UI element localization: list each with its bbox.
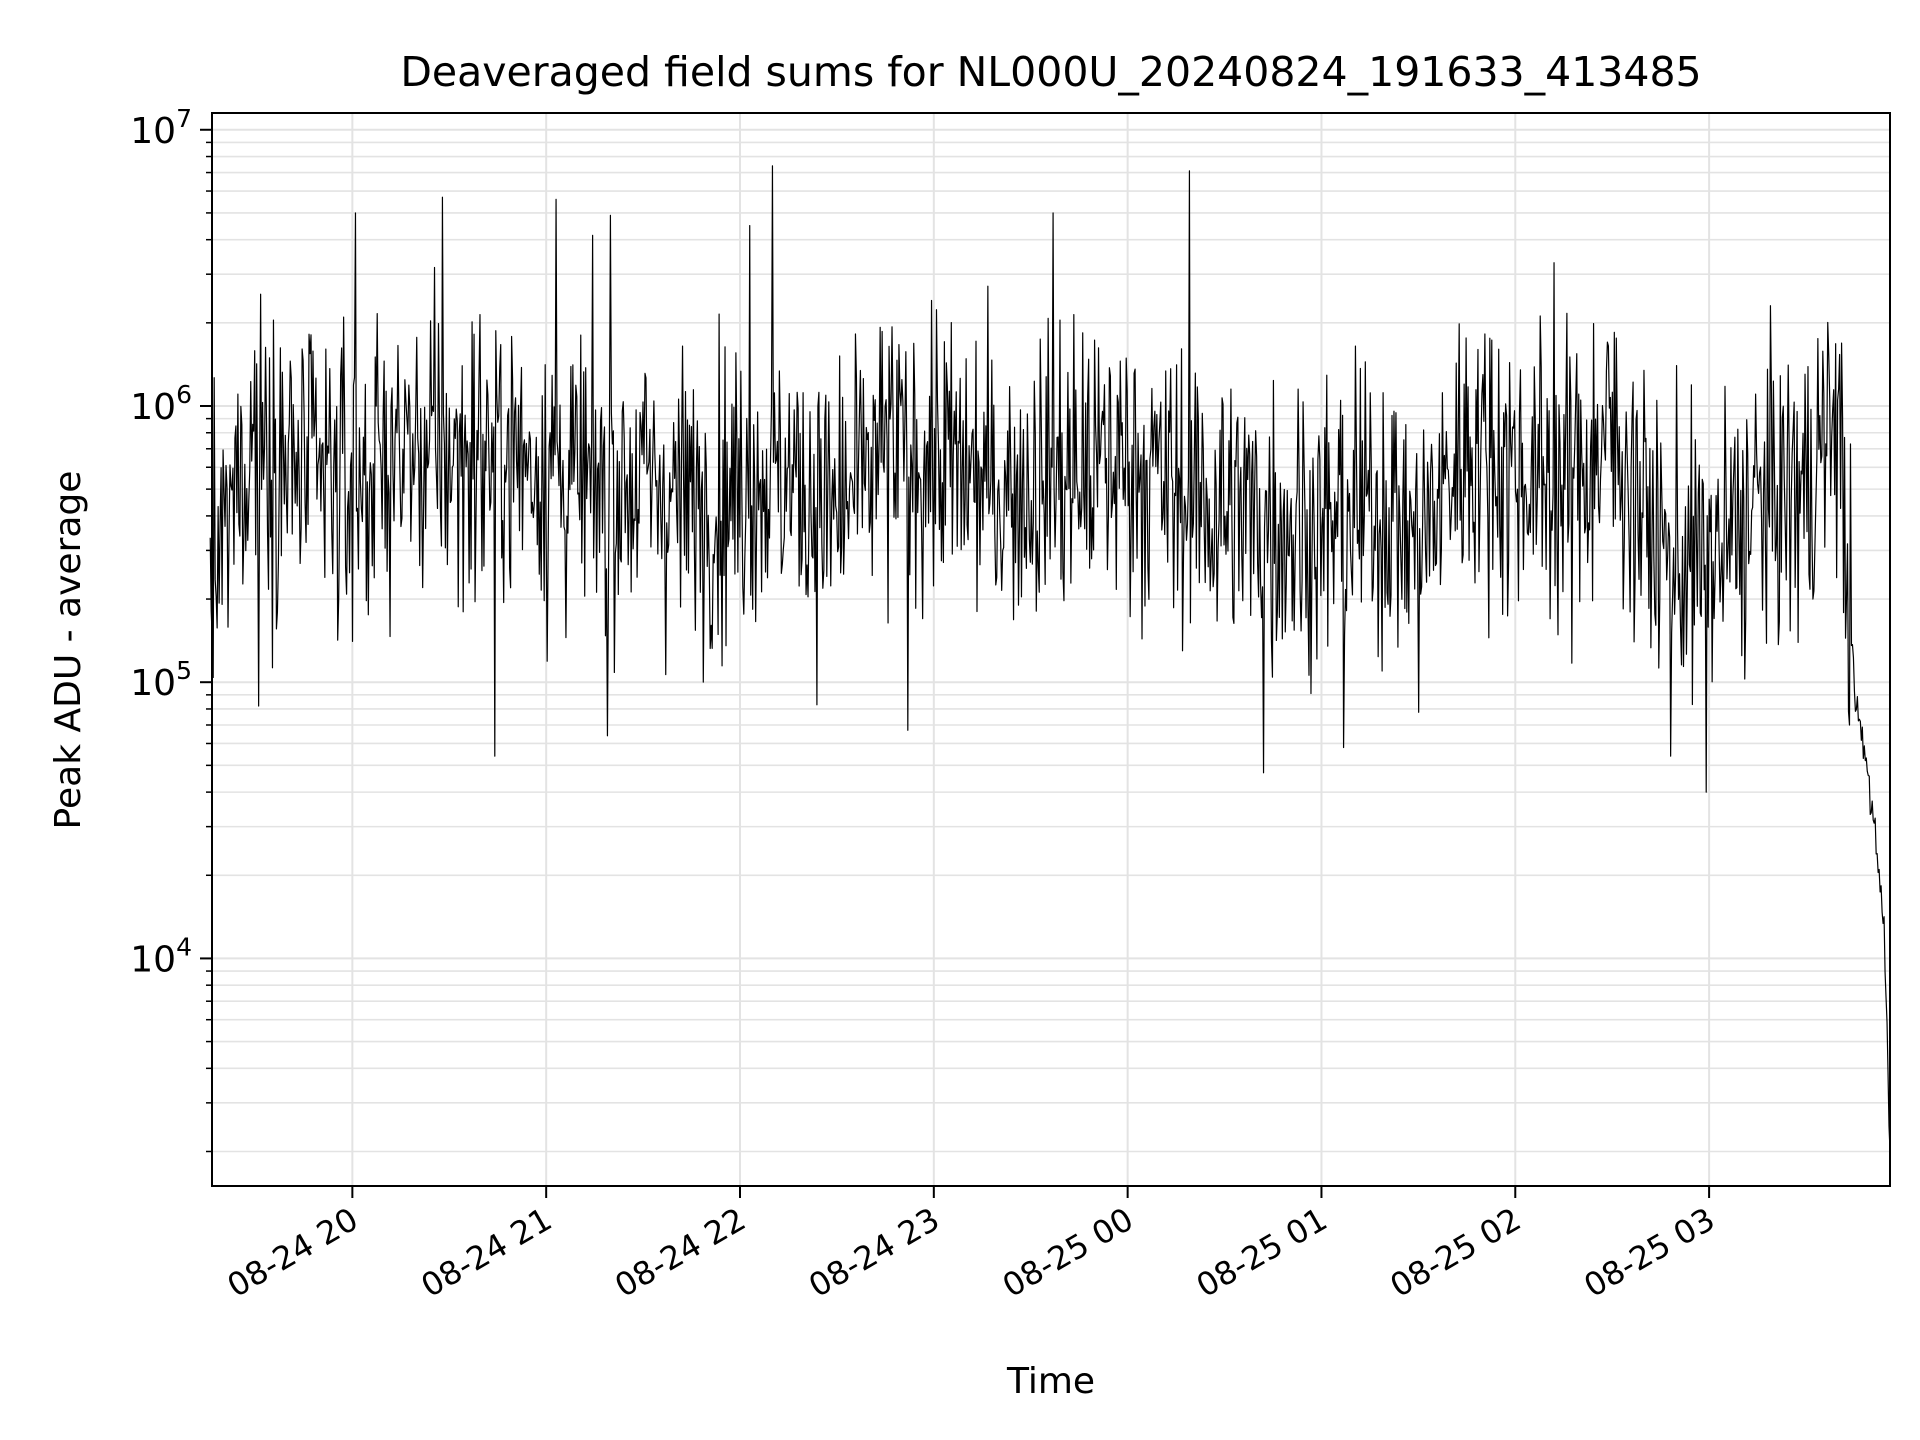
x-axis-label: Time (1006, 1361, 1095, 1402)
y-tick-label: 106 (130, 380, 192, 428)
plot-frame (211, 112, 1891, 1187)
grid (212, 113, 1890, 1186)
y-tick-label: 105 (130, 656, 192, 704)
y-ticks: 104 105 106 107 (130, 104, 212, 1153)
y-tick-label: 107 (130, 104, 192, 152)
series-line (209, 165, 1891, 1151)
data-line (209, 165, 1891, 1151)
chart-title: Deaveraged field sums for NL000U_2024082… (400, 48, 1701, 96)
y-tick-label: 104 (130, 932, 192, 980)
y-axis-label: Peak ADU - average (48, 471, 89, 830)
